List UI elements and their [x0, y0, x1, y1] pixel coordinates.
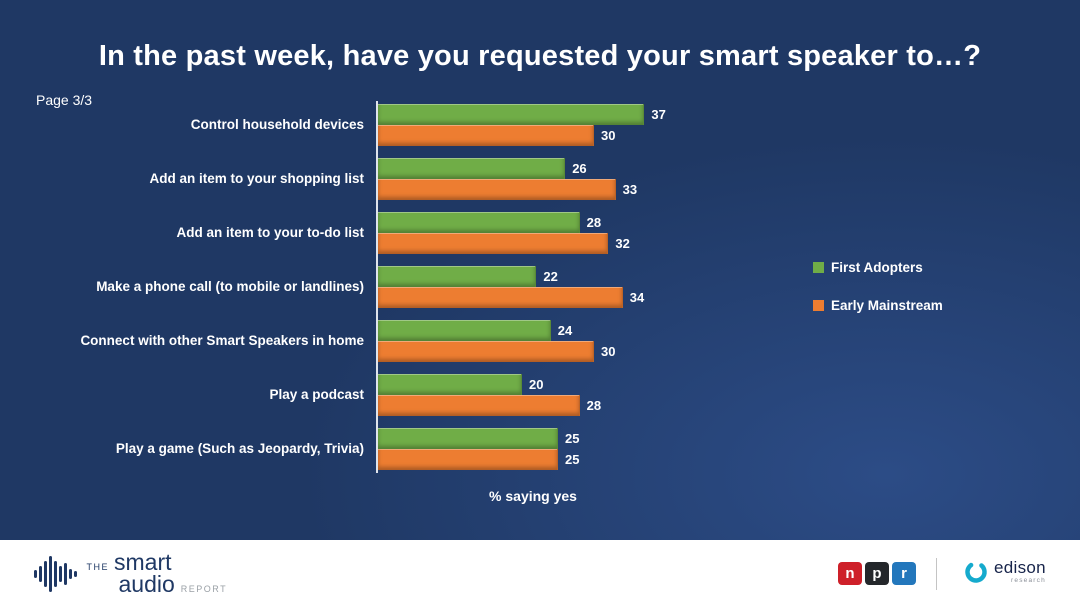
bar-group: 28 32 [378, 212, 630, 254]
bar-group: 24 30 [378, 320, 615, 362]
page-indicator: Page 3/3 [36, 92, 93, 108]
bar-track: 33 [378, 179, 637, 200]
bar-value-label: 30 [601, 344, 616, 359]
category-label: Make a phone call (to mobile or landline… [96, 279, 364, 295]
bar-early-mainstream [378, 179, 616, 200]
edison-swirl-icon [964, 560, 988, 584]
chart-row: Play a game (Such as Jeopardy, Trivia) 25… [30, 428, 770, 470]
bar-first-adopters [378, 104, 645, 125]
bar-first-adopters [378, 266, 537, 287]
bar-early-mainstream [378, 233, 609, 254]
bar-track: 20 [378, 374, 601, 395]
chart-legend: First Adopters Early Mainstream [813, 260, 943, 313]
category-label: Add an item to your shopping list [149, 171, 365, 187]
brand-smart: smart [114, 549, 172, 576]
footer-divider [936, 558, 937, 590]
bar-value-label: 25 [565, 431, 580, 446]
bar-track: 28 [378, 395, 601, 416]
bar-early-mainstream [378, 287, 623, 308]
edison-name: edison [994, 558, 1046, 577]
category-label: Play a game (Such as Jeopardy, Trivia) [115, 441, 364, 457]
bar-value-label: 25 [565, 452, 580, 467]
chart-row: Add an item to your shopping list 26 33 [30, 158, 770, 200]
bar-early-mainstream [378, 395, 580, 416]
legend-swatch [813, 262, 824, 273]
chart-row: Make a phone call (to mobile or landline… [30, 266, 770, 308]
brand-audio: audio [118, 571, 175, 597]
bar-group: 22 34 [378, 266, 644, 308]
y-axis-line [376, 101, 378, 473]
npr-letter-box: p [865, 562, 889, 585]
bar-value-label: 24 [557, 323, 573, 338]
bar-value-label: 33 [622, 182, 638, 197]
bar-track: 30 [378, 125, 666, 146]
bar-track: 28 [378, 212, 630, 233]
waveform-icon [34, 552, 77, 596]
chart-plot-area: Control household devices 37 30 Add an item… [30, 101, 770, 473]
bar-early-mainstream [378, 449, 558, 470]
bar-track: 26 [378, 158, 637, 179]
bar-value-label: 26 [572, 161, 587, 176]
bar-group: 37 30 [378, 104, 666, 146]
bar-value-label: 37 [651, 107, 666, 122]
smart-audio-report-logo: THE smart audio REPORT [34, 549, 228, 597]
bar-value-label: 28 [586, 215, 602, 230]
bar-first-adopters [378, 428, 558, 449]
bar-early-mainstream [378, 125, 594, 146]
npr-letter-box: r [892, 562, 916, 585]
bar-value-label: 20 [529, 377, 544, 392]
category-label: Add an item to your to-do list [176, 225, 365, 241]
chart-row: Connect with other Smart Speakers in hom… [30, 320, 770, 362]
bar-track: 34 [378, 287, 644, 308]
chart-row: Control household devices 37 30 [30, 104, 770, 146]
x-axis-label: % saying yes [489, 488, 577, 504]
bar-first-adopters [378, 212, 580, 233]
bar-value-label: 34 [629, 290, 645, 305]
legend-swatch [813, 300, 824, 311]
bar-track: 24 [378, 320, 615, 341]
bar-track: 25 [378, 428, 579, 449]
chart-title: In the past week, have you requested you… [98, 40, 982, 72]
bar-group: 25 25 [378, 428, 579, 470]
bar-value-label: 22 [543, 269, 558, 284]
legend-item: First Adopters [813, 260, 943, 275]
bar-first-adopters [378, 374, 522, 395]
edison-subtitle: research [1011, 577, 1046, 584]
chart-row: Play a podcast 20 28 [30, 374, 770, 416]
brand-text: THE smart audio REPORT [86, 549, 228, 597]
brand-the: THE [86, 562, 109, 573]
bar-track: 22 [378, 266, 644, 287]
bar-group: 20 28 [378, 374, 601, 416]
bar-track: 30 [378, 341, 615, 362]
brand-report: REPORT [180, 584, 228, 594]
bar-chart: Control household devices 37 30 Add an item… [30, 101, 770, 504]
bar-value-label: 32 [615, 236, 630, 251]
bar-first-adopters [378, 158, 566, 179]
bar-value-label: 30 [601, 128, 616, 143]
category-label: Connect with other Smart Speakers in hom… [80, 333, 364, 349]
bar-value-label: 28 [586, 398, 602, 413]
category-label: Control household devices [190, 117, 364, 133]
bar-track: 25 [378, 449, 579, 470]
edison-research-logo: edison research [964, 559, 1046, 584]
category-label: Play a podcast [269, 387, 364, 403]
legend-item: Early Mainstream [813, 298, 943, 313]
bar-first-adopters [378, 320, 551, 341]
npr-letter-box: n [838, 562, 862, 585]
legend-label: Early Mainstream [831, 298, 943, 313]
bar-early-mainstream [378, 341, 594, 362]
bar-group: 26 33 [378, 158, 637, 200]
bar-track: 37 [378, 104, 666, 125]
chart-row: Add an item to your to-do list 28 32 [30, 212, 770, 254]
legend-label: First Adopters [831, 260, 923, 275]
bar-track: 32 [378, 233, 630, 254]
